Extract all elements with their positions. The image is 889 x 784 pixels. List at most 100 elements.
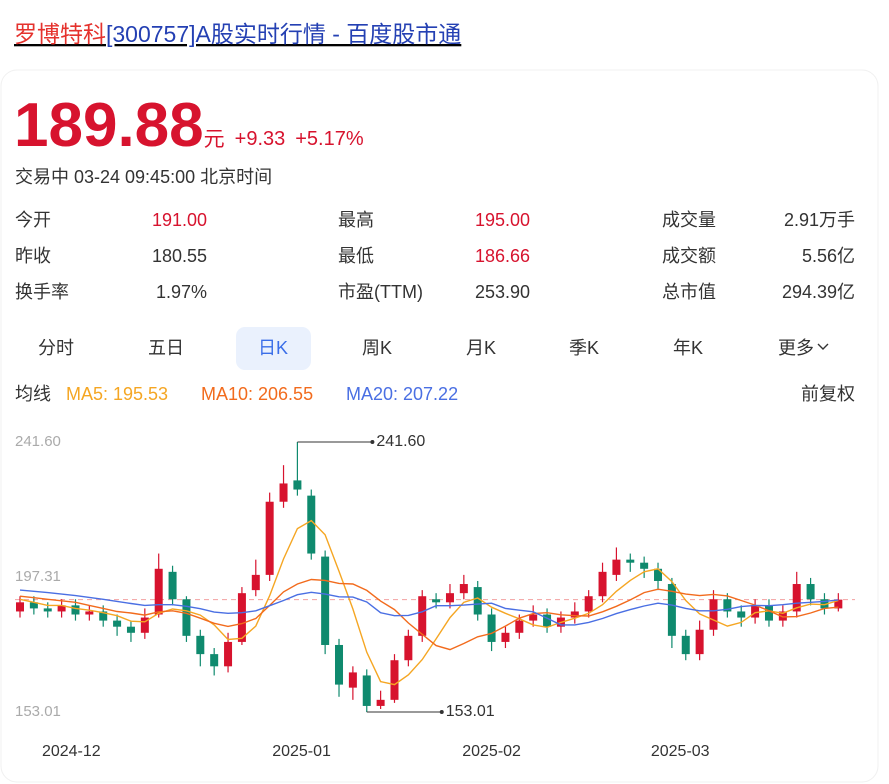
candle-body [640,562,649,569]
candle-body [418,596,427,636]
candle-body [792,584,801,612]
candle-body [140,617,149,633]
legend-entry: MA5: 195.53 [66,384,168,404]
candle-body [265,501,274,575]
stat-value: 1.97% [156,282,207,302]
tab[interactable]: 日K [258,338,288,358]
ma-line [19,589,839,626]
annotation-label: 241.60 [376,433,425,450]
candle-body [237,593,246,642]
candle-body [681,635,690,655]
candle-body [778,611,787,621]
quote-line: 189.88元 +9.33 +5.17% [14,91,364,160]
candle-body [598,571,607,597]
candle-body [543,614,552,627]
candle-body [473,587,482,615]
x-tick-label: 2025-01 [272,743,331,760]
stat-label: 昨收 [15,246,51,266]
candle-body [113,620,122,627]
legend-entry: MA20: 207.22 [346,384,458,404]
candle-body [376,699,385,706]
candle-body [737,611,746,618]
candle-body [709,599,718,630]
tab[interactable]: 更多 [778,338,814,358]
candle-body [459,584,468,594]
tab[interactable]: 五日 [148,338,184,358]
candle-body [85,611,94,615]
stat-label: 市盈(TTM) [338,282,423,302]
candle-body [487,614,496,642]
candle-body [751,605,760,618]
x-tick-label: 2024-12 [42,743,101,760]
candle-body [307,495,316,554]
annotation-dot [370,440,375,444]
candle-body [29,602,38,609]
legend-title: 均线 [15,384,51,404]
tab[interactable]: 周K [362,338,392,358]
candle-body [71,605,80,615]
stat-value: 191.00 [152,210,207,230]
adjust-mode[interactable]: 前复权 [801,384,855,404]
stat-value: 186.66 [475,246,530,266]
stat-label: 最低 [338,246,374,266]
stat-value: 5.56亿 [802,246,855,266]
more-chevron [817,343,829,350]
ma-line [19,578,839,651]
stat-value: 2.91万手 [784,210,855,230]
stat-label: 换手率 [15,282,69,302]
candle-body [445,593,454,603]
stat-label: 成交额 [662,246,716,266]
tab[interactable]: 月K [466,338,496,358]
trade-status: 交易中 03-24 09:45:00 北京时间 [15,167,272,187]
price-unit: 元 [204,128,225,151]
candle-body [210,654,219,667]
candle-body [99,611,108,621]
candle-body [612,559,621,575]
candle-body [695,629,704,655]
ma-line [19,519,839,686]
candle-body [820,599,829,609]
stat-label: 最高 [338,210,374,230]
x-tick-label: 2025-03 [651,743,710,760]
candle-body [43,608,52,612]
candle-body [362,675,371,706]
candle-body [432,599,441,603]
tab[interactable]: 分时 [38,338,74,358]
candle-body [667,584,676,636]
change: +9.33 [235,128,286,150]
candle-body [182,599,191,636]
candle-body [293,480,302,490]
candle-body [529,614,538,621]
title-name: 罗博特科 [14,21,106,47]
candle-body [168,571,177,600]
page-title[interactable]: 罗博特科[300757]A股实时行情 - 百度股市通 [14,21,461,47]
x-tick-label: 2025-02 [462,743,521,760]
tab[interactable]: 年K [673,338,703,358]
change-pct: +5.17% [295,128,364,150]
stat-label: 成交量 [662,210,716,230]
candle-body [251,574,260,591]
candle-body [348,672,357,688]
stat-value: 253.90 [475,282,530,302]
stat-value: 180.55 [152,246,207,266]
candle-body [390,660,399,700]
annotation-label: 153.01 [446,703,495,720]
candle-body [584,596,593,612]
tab[interactable]: 季K [569,338,599,358]
candle-body [196,635,205,655]
candle-body [570,611,579,618]
candle-body [501,632,510,642]
stat-label: 今开 [15,210,51,230]
stat-value: 195.00 [475,210,530,230]
candle-body [154,568,163,615]
y-tick-label: 153.01 [15,703,61,720]
candle-body [764,605,773,621]
annotation-dot [439,710,444,714]
candle-body [515,620,524,633]
candle-body [57,605,66,612]
stat-value: 294.39亿 [782,282,855,302]
active-tab-bg [236,327,311,370]
candle-body [335,644,344,685]
y-tick-label: 197.31 [15,568,61,585]
